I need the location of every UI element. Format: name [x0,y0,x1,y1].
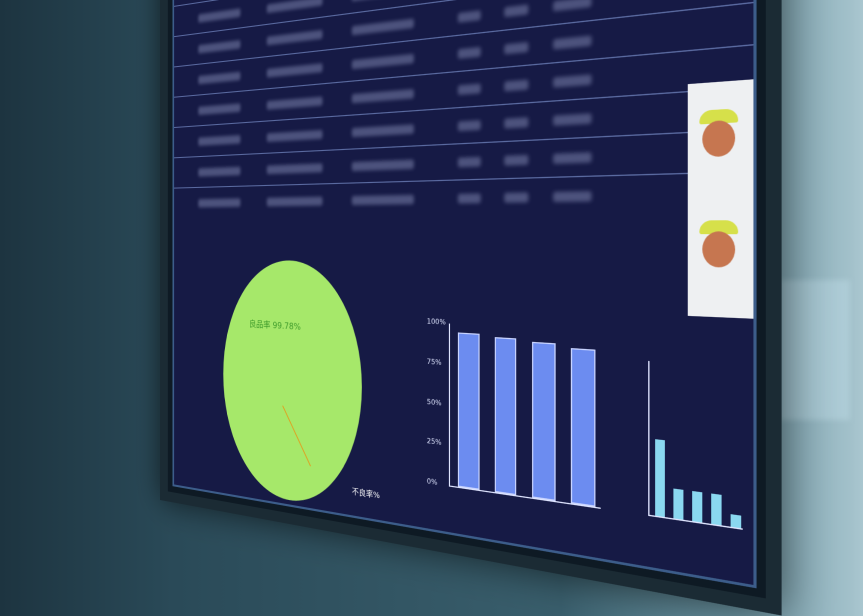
table-cell [457,156,481,168]
table-cell [504,154,529,166]
yield-pie-chart [223,259,362,513]
table-cell [351,159,414,172]
table-cell [553,113,592,126]
table-cell [198,198,241,208]
table-cell [553,191,592,203]
table-cell [266,0,323,14]
table-cell [351,89,414,104]
table-row-divider [174,0,754,7]
y-tick-label: 100% [426,317,446,327]
y-tick-label: 25% [426,437,442,448]
table-cell [351,53,414,70]
operator-face [702,119,736,158]
bar [691,491,703,523]
table-cell [504,41,529,55]
table-cell [198,166,241,177]
bar [458,332,480,490]
y-tick-label: 0% [426,477,438,488]
table-cell [266,96,323,110]
operator-face [702,231,736,268]
table-cell [553,0,592,12]
table-cell [457,83,481,96]
dashboard-screen: 良品率 99.78% 不良率% 0% 25% 50% 75% 100% [172,0,757,589]
table-cell [504,4,529,18]
table-row-divider [174,128,754,159]
table-cell [504,117,529,129]
table-cell [266,63,323,78]
bar [672,489,685,520]
table-cell [198,71,241,85]
table-cell [504,79,529,92]
table-row-divider [174,170,754,189]
table-cell [351,124,414,138]
table-cell [457,46,481,59]
work-order-table [174,0,754,213]
bar [654,438,666,518]
table-cell [457,193,481,204]
table-cell [553,74,592,88]
background-window [780,280,850,420]
table-cell [198,40,241,54]
operator-photo [687,79,754,319]
table-cell [351,194,414,206]
pie-label-bad: 不良率% [351,486,380,501]
table-cell [457,10,481,23]
y-axis [648,360,650,515]
monitor: 良品率 99.78% 不良率% 0% 25% 50% 75% 100% [160,0,782,616]
bar [729,514,742,529]
table-cell [504,192,529,203]
pie-slice-defect [282,405,311,467]
yield-bar-chart: 0% 25% 50% 75% 100% [427,318,605,528]
table-cell [198,8,241,23]
defect-bar-chart [632,360,748,550]
table-cell [266,129,323,142]
table-cell [198,103,241,116]
table-cell [553,152,592,164]
y-tick-label: 75% [426,357,442,367]
table-cell [266,163,323,175]
table-cell [457,120,481,132]
table-cell [553,35,592,50]
y-axis [448,323,451,486]
table-cell [351,0,414,2]
bar [710,493,723,526]
y-tick-label: 50% [426,397,442,408]
table-cell [266,29,323,46]
bar [494,337,517,496]
table-cell [266,196,323,207]
table-cell [351,18,414,36]
bar [570,347,596,507]
bar [531,341,555,501]
table-cell [198,135,241,146]
